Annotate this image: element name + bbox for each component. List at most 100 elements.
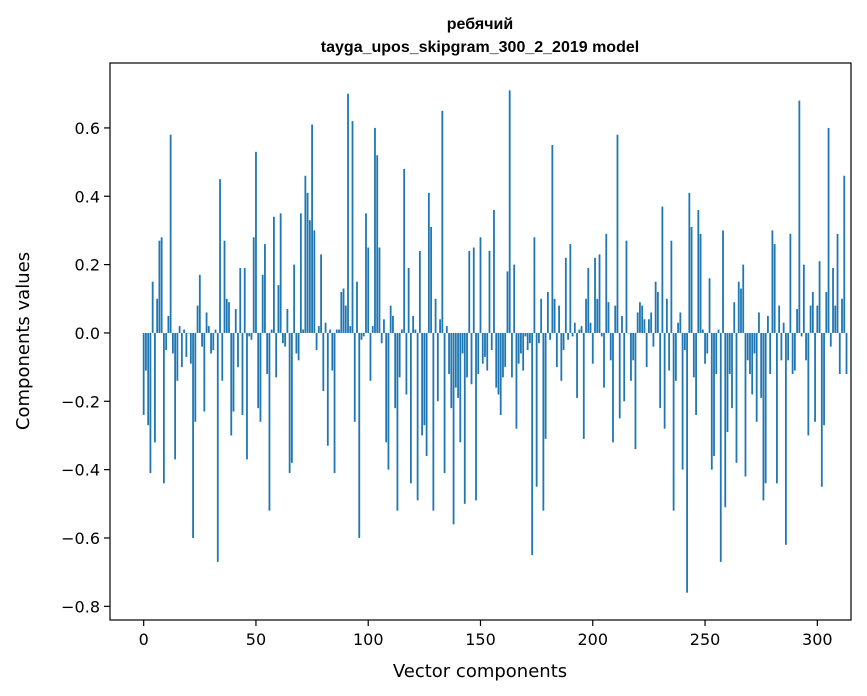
bar: [475, 332, 477, 501]
bar: [207, 326, 210, 333]
bar: [185, 332, 188, 357]
bar: [189, 332, 192, 364]
bar: [450, 332, 453, 409]
bar: [349, 326, 352, 333]
bar: [266, 332, 269, 374]
bar: [656, 291, 659, 333]
bar: [219, 179, 221, 333]
bar: [809, 305, 812, 333]
bar: [468, 250, 471, 333]
bar: [145, 332, 147, 371]
bar: [697, 209, 700, 333]
bar: [374, 127, 376, 333]
bar: [670, 240, 673, 333]
bar: [151, 281, 154, 333]
bar: [353, 332, 356, 422]
bar: [210, 332, 212, 354]
bar: [598, 254, 601, 333]
bar: [551, 145, 554, 333]
bar: [789, 233, 792, 333]
bar: [203, 332, 206, 412]
bar: [537, 332, 540, 344]
bar: [632, 332, 635, 361]
bar: [645, 332, 648, 368]
bar: [237, 332, 239, 368]
bar: [838, 332, 841, 374]
bar: [412, 315, 415, 333]
bar: [603, 332, 605, 388]
bar: [198, 274, 201, 333]
bar: [499, 332, 502, 415]
x-tick-label: 50: [246, 630, 266, 649]
bar: [636, 312, 639, 333]
bar: [257, 332, 260, 409]
x-tick-label: 0: [139, 630, 149, 649]
bar: [744, 332, 747, 477]
bar: [401, 329, 403, 333]
bar: [587, 268, 590, 333]
bar: [306, 192, 309, 333]
bar: [526, 332, 529, 351]
bar: [176, 332, 179, 381]
bar: [290, 332, 293, 463]
bar: [154, 332, 156, 443]
bar: [405, 332, 408, 395]
bar: [567, 332, 569, 340]
x-tick-label: 150: [465, 630, 496, 649]
bar: [255, 151, 257, 333]
bar: [695, 332, 697, 415]
bar: [659, 332, 662, 409]
bar: [814, 332, 816, 422]
bar: [668, 332, 671, 371]
bar: [560, 332, 563, 381]
bar: [641, 305, 644, 333]
bar: [392, 315, 394, 333]
x-tick-label: 200: [577, 630, 608, 649]
bar: [147, 332, 150, 426]
bar: [497, 332, 500, 395]
bar: [396, 332, 399, 511]
bar: [380, 332, 383, 344]
bar: [194, 332, 197, 422]
bar: [335, 329, 338, 333]
bar: [773, 244, 776, 333]
bar: [162, 332, 165, 484]
bar: [609, 332, 612, 361]
bar: [284, 332, 287, 347]
bar: [430, 227, 432, 333]
bar: [360, 332, 363, 340]
bar: [571, 332, 574, 337]
bar: [160, 237, 163, 333]
bar: [418, 250, 421, 333]
bar: [313, 230, 316, 333]
bar: [524, 332, 527, 337]
bar: [771, 230, 774, 333]
bar: [495, 332, 498, 388]
chart-title: ребячий: [447, 16, 513, 33]
bar: [762, 332, 765, 501]
bar: [252, 237, 255, 333]
bar: [661, 206, 664, 333]
bar: [156, 298, 159, 333]
bar: [432, 332, 435, 511]
bar: [553, 298, 556, 333]
bar: [807, 332, 810, 436]
bar: [654, 281, 657, 333]
y-tick-label: −0.8: [61, 597, 100, 616]
bar: [529, 332, 531, 344]
bar: [228, 302, 230, 333]
bar: [268, 332, 271, 511]
bar: [753, 332, 756, 354]
bar: [535, 332, 538, 487]
bar: [791, 332, 794, 374]
bar: [569, 244, 572, 333]
bar: [578, 329, 581, 333]
bar: [342, 288, 345, 333]
chart-subtitle: tayga_upos_skipgram_300_2_2019 model: [321, 39, 639, 56]
y-tick-label: −0.4: [61, 461, 100, 480]
bar: [782, 322, 785, 333]
bar: [805, 332, 807, 361]
bar: [546, 291, 549, 333]
bar: [506, 271, 509, 333]
bar: [358, 332, 361, 538]
